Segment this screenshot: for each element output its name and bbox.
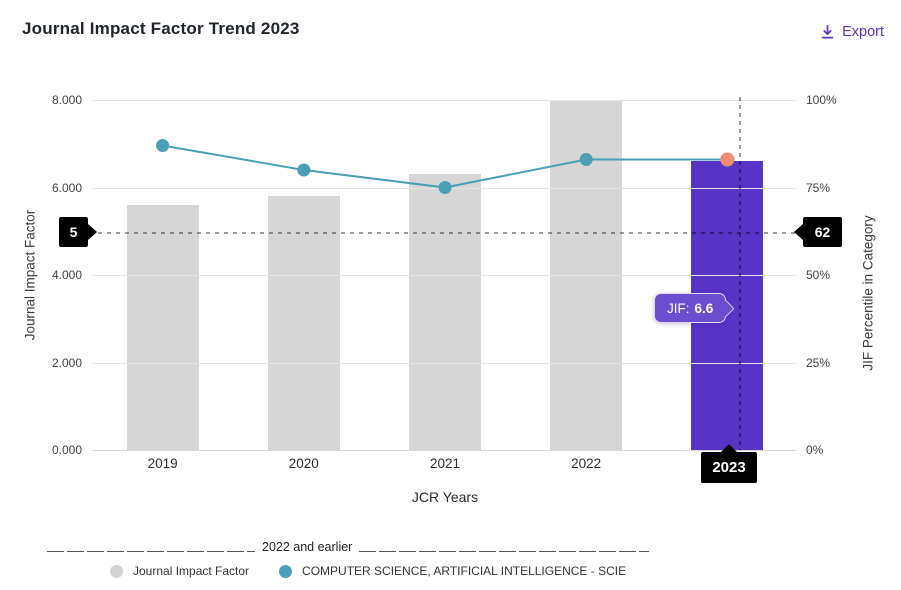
y-axis-tick-label-right: 75% <box>806 180 831 195</box>
legend-item-label: Journal Impact Factor <box>133 564 250 578</box>
data-point-2020[interactable] <box>297 163 311 177</box>
legend-item-category[interactable]: COMPUTER SCIENCE, ARTIFICIAL INTELLIGENC… <box>279 564 626 578</box>
gridline <box>92 100 797 101</box>
legend-item-jif[interactable]: Journal Impact Factor <box>110 564 249 578</box>
data-point-2023[interactable] <box>720 152 735 167</box>
tooltip-label: JIF: <box>667 300 690 316</box>
legend-group-label: 2022 and earlier <box>262 540 353 554</box>
divider-line-left <box>47 551 255 552</box>
right-axis-callout-value: 62 <box>814 224 831 240</box>
left-callout-pointer-icon <box>88 224 97 240</box>
y-axis-tick-label-left: 8.000 <box>51 93 82 107</box>
x-axis-label-2019: 2019 <box>147 456 178 471</box>
jif-tooltip: JIF: 6.6 <box>654 293 735 323</box>
left-axis-title: Journal Impact Factor <box>22 209 38 341</box>
gridline <box>92 275 797 276</box>
bar-2019[interactable] <box>126 205 199 450</box>
export-button[interactable]: Export <box>812 20 892 44</box>
y-axis-tick-label-right: 0% <box>806 443 824 457</box>
y-axis-tick-label-left: 4.000 <box>51 268 82 282</box>
y-axis-tick-label-right: 100% <box>806 93 837 107</box>
x-axis-title: JCR Years <box>411 489 479 505</box>
tooltip-value: 6.6 <box>694 300 714 316</box>
data-point-2019[interactable] <box>156 139 170 152</box>
y-axis-tick-label-right: 50% <box>806 268 831 282</box>
legend-item-label: COMPUTER SCIENCE, ARTIFICIAL INTELLIGENC… <box>302 564 627 578</box>
y-axis-tick-label-right: 25% <box>806 355 831 370</box>
bar-2020[interactable] <box>267 196 340 450</box>
gridline <box>92 450 797 451</box>
legend-group-divider: 2022 and earlier <box>47 540 649 555</box>
x-axis-year-callout: 2023 <box>701 452 757 483</box>
y-axis-tick-label-left: 2.000 <box>51 355 82 370</box>
gridline <box>92 362 797 364</box>
x-axis-label-2021: 2021 <box>429 456 461 471</box>
crosshair-vertical-line <box>739 97 741 450</box>
x-axis-label-2020: 2020 <box>288 456 319 471</box>
right-axis-title: JIF Percentile in Category <box>860 215 876 371</box>
legend: Journal Impact Factor COMPUTER SCIENCE, … <box>110 564 626 578</box>
divider-line-right <box>359 551 649 552</box>
category-legend-dot-icon <box>279 564 293 578</box>
left-axis-value-callout: 5 <box>59 217 88 247</box>
crosshair-horizontal-line <box>98 232 796 234</box>
jif-legend-dot-icon <box>110 564 123 578</box>
data-point-2021[interactable] <box>438 181 452 194</box>
category-percentile-trend-line <box>156 139 735 194</box>
download-icon <box>821 25 834 39</box>
page-title: Journal Impact Factor Trend 2023 <box>22 19 300 38</box>
y-axis-tick-label-left: 0.000 <box>51 443 82 457</box>
right-callout-pointer-icon <box>794 224 803 240</box>
export-label: Export <box>842 24 884 40</box>
bar-2021[interactable] <box>409 174 481 450</box>
y-axis-tick-label-left: 6.000 <box>51 180 82 195</box>
left-axis-callout-value: 5 <box>69 224 78 240</box>
data-point-2022[interactable] <box>579 153 593 166</box>
year-callout-pointer-icon <box>721 444 737 452</box>
right-axis-value-callout: 62 <box>803 217 842 247</box>
x-axis-label-2022: 2022 <box>571 456 602 471</box>
year-callout-value: 2023 <box>712 459 746 476</box>
